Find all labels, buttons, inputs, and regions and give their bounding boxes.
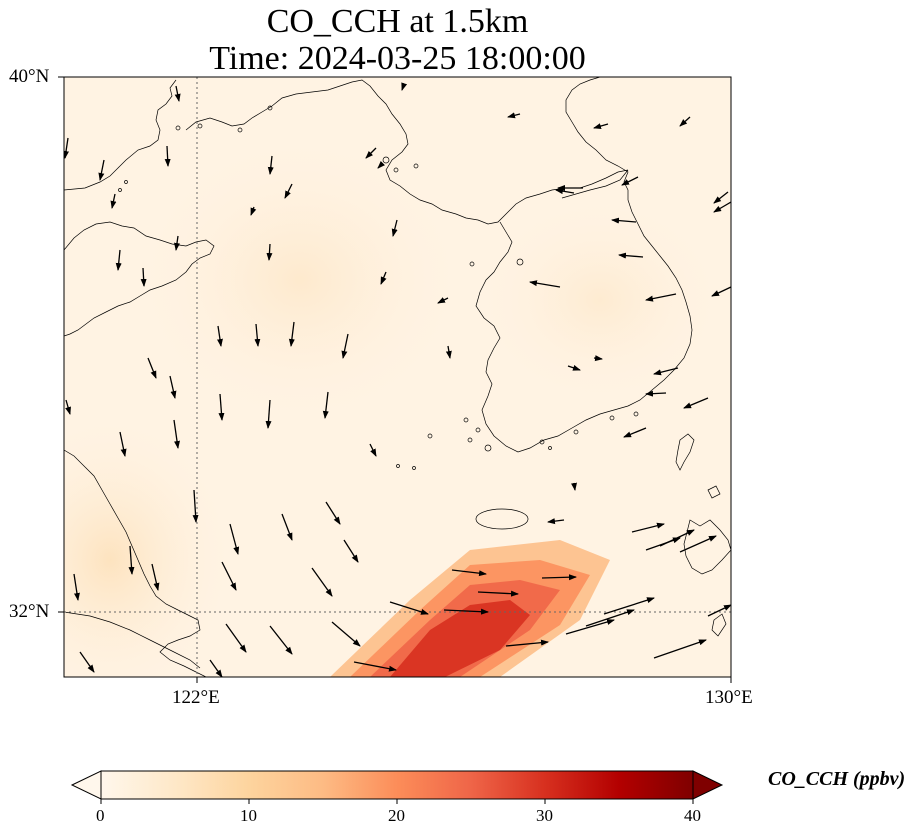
haze-west: [64, 420, 230, 677]
colorbar-extend-low: [70, 770, 102, 800]
lon-label-122e: 122°E: [172, 687, 220, 708]
colorbar-title: CO_CCH (ppbv): [768, 768, 906, 790]
map-frame: [63, 76, 732, 678]
axis-ticks: [58, 76, 732, 683]
coastlines: [64, 77, 731, 677]
map-title-line2: Time: 2024-03-25 18:00:00: [209, 40, 586, 77]
lon-label-130e: 130°E: [705, 687, 753, 708]
haze-korea: [480, 200, 720, 400]
colorbar: [70, 770, 724, 804]
lat-label-32n: 32°N: [9, 601, 50, 622]
gridlines: [64, 77, 731, 677]
map-area: [64, 77, 731, 677]
colorbar-tick-10: 10: [240, 806, 257, 825]
colorbar-tick-40: 40: [684, 806, 701, 825]
colorbar-gradient: [101, 771, 693, 799]
haze-central: [140, 140, 460, 420]
colorbar-tick-30: 30: [536, 806, 553, 825]
colorbar-extend-high: [692, 770, 724, 800]
wind-vectors: [64, 82, 731, 677]
colorbar-tick-20: 20: [388, 806, 405, 825]
lat-label-40n: 40°N: [9, 66, 50, 87]
map-title-line1: CO_CCH at 1.5km: [266, 3, 529, 40]
colorbar-tick-0: 0: [96, 806, 105, 825]
